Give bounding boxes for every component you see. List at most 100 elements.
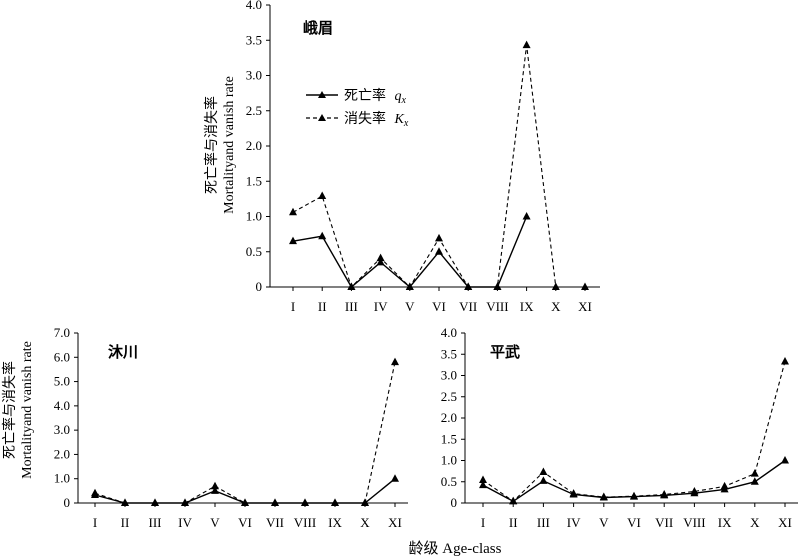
y-tick-label: 3.5	[246, 32, 262, 47]
series-mortality	[479, 456, 789, 505]
data-point-marker	[289, 207, 297, 216]
data-point-marker	[271, 498, 279, 506]
chart-title: 平武	[490, 343, 520, 361]
chart-panel-top: 00.51.01.52.02.53.03.54.0I II III IV V VI VII V…	[246, 0, 600, 314]
x-tick-label: IX	[328, 515, 342, 530]
y-tick-label: 3.0	[54, 422, 70, 437]
x-tick-label: III	[149, 515, 162, 530]
left-y-axis-title-en: Mortalityand vanish rate	[20, 341, 35, 479]
y-tick-label: 1.0	[246, 209, 262, 224]
data-point-marker	[539, 467, 548, 475]
data-point-marker	[509, 496, 518, 505]
x-tick-label: XI	[388, 515, 402, 530]
x-tick-label: IX	[718, 515, 732, 530]
y-tick-label: 2.0	[54, 446, 70, 461]
series-line	[292, 216, 528, 289]
x-tick-label: VI	[627, 515, 641, 530]
legend-vanish-subscript: x	[403, 118, 409, 129]
data-point-marker	[479, 475, 487, 484]
legend-mortality-marker	[318, 91, 326, 98]
x-tick-label: VIII	[294, 515, 316, 530]
x-tick-label: IV	[567, 515, 581, 530]
x-tick-label: X	[360, 515, 370, 530]
data-point-marker	[318, 231, 327, 240]
y-tick-label: 4.0	[246, 0, 262, 12]
series-line	[94, 361, 396, 504]
x-tick-label: VII	[266, 515, 284, 530]
y-tick-label: 0	[451, 495, 458, 510]
x-tick-label: X	[750, 515, 760, 530]
chart-panel-right: 00.51.01.52.02.53.03.54.0I II III IV V VI VII V…	[441, 325, 798, 530]
x-tick-label: IV	[178, 515, 192, 530]
chart-title: 峨眉	[303, 19, 333, 37]
y-tick-label: 3.0	[441, 368, 457, 383]
x-axis-title: 龄级 Age-class	[409, 540, 502, 557]
legend-vanish-text: 消失率	[344, 110, 386, 127]
data-point-marker	[435, 233, 443, 242]
data-point-marker	[493, 282, 502, 290]
y-tick-label: 6.0	[54, 349, 70, 364]
data-point-marker	[781, 456, 789, 464]
y-tick-label: 2.0	[441, 410, 457, 425]
top-y-axis-title-en: Mortalityand vanish rate	[222, 76, 237, 214]
series-line	[482, 361, 786, 503]
data-point-marker	[181, 498, 189, 506]
x-tick-label: XI	[578, 299, 592, 314]
y-tick-label: 5.0	[54, 374, 70, 389]
data-point-marker	[361, 498, 369, 506]
chart-panel-left: 01.02.03.04.05.06.07.0I II III IV V VI VII VIII…	[54, 325, 408, 530]
data-point-marker	[241, 498, 249, 506]
top-y-axis-title-cn: 死亡率与消失率	[203, 96, 220, 194]
series-vanish	[91, 357, 399, 506]
legend-vanish-marker	[318, 114, 326, 121]
y-tick-label: 4.0	[54, 398, 70, 413]
data-point-marker	[211, 481, 219, 490]
data-point-marker	[121, 498, 129, 506]
x-tick-label: III	[537, 515, 550, 530]
y-tick-label: 0	[64, 495, 71, 510]
legend-vanish-label: 消失率 Kx	[344, 110, 409, 129]
x-tick-label: IX	[520, 299, 534, 314]
y-tick-label: 0.5	[246, 244, 262, 259]
data-point-marker	[750, 477, 759, 485]
chart-title: 沐川	[108, 343, 138, 361]
data-point-marker	[479, 480, 487, 489]
data-point-marker	[539, 476, 548, 484]
x-tick-label: XI	[778, 515, 792, 530]
data-point-marker	[551, 282, 560, 290]
data-point-marker	[750, 469, 759, 477]
data-point-marker	[151, 498, 159, 506]
x-tick-label: III	[345, 299, 358, 314]
y-tick-label: 1.5	[246, 173, 262, 188]
legend-mortality-label: 死亡率 qx	[344, 87, 407, 106]
data-point-marker	[391, 357, 399, 366]
data-point-marker	[630, 492, 638, 500]
x-tick-label: X	[551, 299, 561, 314]
data-point-marker	[599, 492, 608, 501]
legend-vanish-symbol: K	[394, 112, 405, 127]
legend-mortality-text: 死亡率	[344, 87, 386, 104]
x-tick-label: IV	[374, 299, 388, 314]
x-tick-label: VI	[238, 515, 252, 530]
y-tick-label: 2.5	[246, 103, 262, 118]
y-tick-label: 0	[256, 279, 263, 294]
data-point-marker	[391, 474, 399, 482]
y-tick-label: 1.0	[54, 471, 70, 486]
x-tick-label: I	[291, 299, 295, 314]
x-tick-label: VII	[655, 515, 673, 530]
y-tick-label: 1.5	[441, 431, 457, 446]
x-tick-label: VII	[459, 299, 477, 314]
x-tick-label: V	[210, 515, 220, 530]
y-tick-label: 2.5	[441, 389, 457, 404]
y-tick-label: 3.5	[441, 346, 457, 361]
y-tick-label: 4.0	[441, 325, 457, 340]
data-point-marker	[289, 236, 297, 245]
data-point-marker	[318, 191, 327, 200]
data-point-marker	[376, 257, 385, 266]
data-point-marker	[522, 40, 531, 49]
data-point-marker	[581, 282, 589, 290]
x-tick-label: V	[599, 515, 609, 530]
data-point-marker	[690, 488, 699, 497]
x-tick-label: II	[318, 299, 327, 314]
x-tick-label: V	[405, 299, 415, 314]
